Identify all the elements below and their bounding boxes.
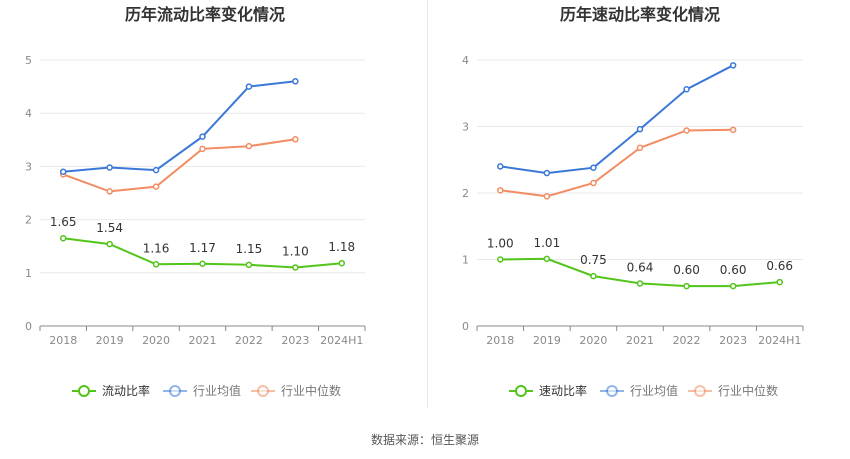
source-note: 数据来源：恒生聚源 [370,433,479,447]
chart2-series-point-1 [683,282,690,290]
chart1-x-tick-label: 2022 [235,334,263,347]
chart2-series-point-2 [636,125,644,133]
panel-divider [427,0,428,408]
chart2-series-point-1 [497,256,504,263]
chart1-y-tick-label: 5 [25,54,32,67]
chart2-series-point-1 [543,255,551,263]
chart1-y-tick-label: 4 [25,107,32,120]
chart1-y-tick-label: 1 [25,267,32,280]
chart1-series-line-3 [62,138,296,193]
chart2-series-point-3 [636,144,644,152]
chart2-series-point-2 [683,86,690,93]
chart1-legend-label-2: 行业均值 [193,383,241,398]
chart2-series-point-2 [729,62,737,69]
chart1-y-tick-label: 0 [25,320,32,333]
chart1-series-point-2 [245,83,253,90]
chart1-series-point-1 [59,234,67,242]
chart2-y-tick-label: 1 [462,254,469,267]
chart1-legend-marker-1 [78,385,90,397]
chart2-legend-marker-1 [515,385,527,397]
chart1-series-point-1 [292,264,299,271]
chart1-y-tick-label: 3 [25,160,32,173]
chart1-legend-label-3: 行业中位数 [281,383,341,398]
chart2-x-tick-label: 2019 [533,334,561,347]
chart2-title: 历年速动比率变化情况 [560,5,720,24]
chart2-data-label: 1.01 [533,236,560,250]
chart2-series-point-1 [729,282,737,290]
chart1-series-point-1 [152,261,160,268]
chart1-data-label: 1.10 [282,244,309,258]
chart1-series-point-1 [245,261,253,269]
chart1-series-line-2 [63,80,296,173]
chart1-series-point-3 [106,188,113,195]
chart1-series-point-1 [106,240,113,248]
chart1-legend-marker-2 [169,385,181,397]
chart2-y-tick-label: 2 [462,187,469,200]
chart2-legend-label-1: 速动比率 [539,383,587,398]
chart1-series-point-1 [338,259,346,267]
chart2-series-point-1 [776,278,783,286]
chart1-data-label: 1.17 [189,241,216,255]
chart1-legend-marker-3 [257,385,269,397]
chart1-data-label: 1.18 [328,240,355,254]
chart1-x-tick-label: 2018 [49,334,77,347]
chart1-series-point-3 [152,183,160,190]
chart2-series-point-1 [590,272,597,280]
chart2-x-tick-label: 2018 [486,334,514,347]
chart2-series-line-3 [500,128,734,198]
chart2-x-tick-label: 2022 [673,334,701,347]
chart1-x-tick-label: 2023 [281,334,309,347]
chart1-title: 历年流动比率变化情况 [125,5,285,24]
chart1-x-tick-label: 2021 [189,334,217,347]
chart1-data-label: 1.15 [236,242,263,256]
chart1-y-tick-label: 2 [25,214,32,227]
chart2-x-tick-label: 2020 [579,334,607,347]
chart2-data-label: 0.60 [720,263,747,277]
chart2-x-tick-label: 2021 [626,334,654,347]
chart1-series-point-2 [106,164,113,171]
chart2-x-tick-label: 2024H1 [758,334,801,347]
chart2-series-point-2 [497,163,504,170]
chart1-series-point-3 [292,136,299,143]
chart1-series-point-2 [199,133,206,140]
chart1-series-point-2 [59,168,67,175]
chart1-series-point-2 [292,78,299,85]
chart1-x-tick-label: 2020 [142,334,170,347]
chart2-legend-label-2: 行业均值 [630,383,678,398]
chart2-series-point-2 [543,169,551,177]
chart2-series-point-1 [636,280,644,287]
chart1-series-point-3 [245,142,253,150]
chart2-data-label: 0.64 [627,260,654,274]
chart1-data-label: 1.54 [96,221,123,235]
chart2-data-label: 1.00 [487,237,514,251]
chart2-y-tick-label: 0 [462,320,469,333]
chart1-legend-label-1: 流动比率 [102,383,150,398]
chart2-series-point-2 [590,164,597,171]
chart2-data-label: 0.66 [766,259,793,273]
chart2-series-point-3 [729,126,737,134]
chart2-y-tick-label: 3 [462,121,469,134]
chart2-series-line-2 [500,64,734,175]
chart2-series-point-3 [497,187,504,194]
chart2-legend-marker-3 [694,385,706,397]
chart2-y-tick-label: 4 [462,54,469,67]
chart1-series-point-3 [199,145,206,153]
chart2-series-point-3 [590,179,597,187]
chart1-x-tick-label: 2019 [96,334,124,347]
chart2-legend-label-3: 行业中位数 [718,383,778,398]
chart1-data-label: 1.65 [50,215,77,229]
chart1-series-point-1 [199,260,206,268]
chart2-legend-marker-2 [606,385,618,397]
chart2-series-point-3 [543,193,551,200]
chart1-series-point-2 [152,166,160,174]
chart1-x-tick-label: 2024H1 [320,334,363,347]
chart2-data-label: 0.60 [673,263,700,277]
chart2-series-point-3 [683,127,690,134]
chart1-data-label: 1.16 [143,241,170,255]
chart2-data-label: 0.75 [580,253,607,267]
chart2-x-tick-label: 2023 [719,334,747,347]
